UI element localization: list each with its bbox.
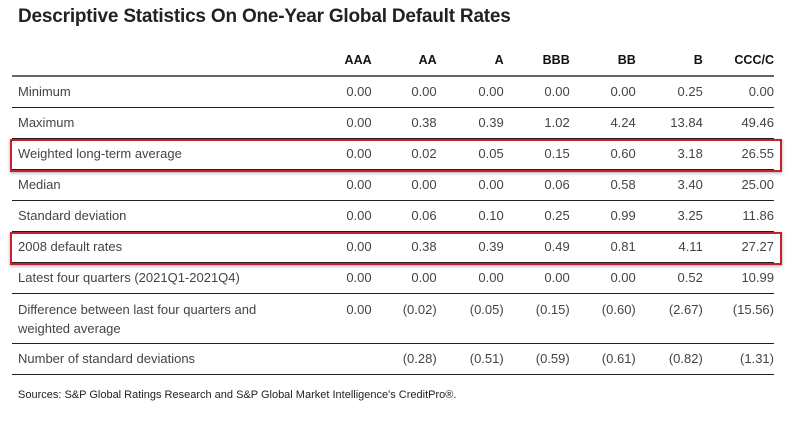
cell-value: 10.99 <box>702 262 774 294</box>
cell-value: (0.82) <box>635 343 703 375</box>
cell-value: 0.00 <box>569 262 636 294</box>
cell-value: 0.38 <box>371 107 437 139</box>
cell-value: 0.00 <box>306 262 372 294</box>
cell-value: 0.99 <box>569 200 636 232</box>
cell-value: 0.00 <box>306 138 372 170</box>
cell-value: 1.02 <box>503 107 570 139</box>
table-row: Median 0.00 0.00 0.00 0.06 0.58 3.40 25.00 <box>12 169 774 201</box>
cell-value: (1.31) <box>702 343 774 375</box>
cell-value: 0.00 <box>702 76 774 108</box>
cell-value: 0.38 <box>371 231 437 263</box>
cell-value: 0.00 <box>436 169 504 201</box>
cell-value: 0.00 <box>503 76 570 108</box>
row-label: Latest four quarters (2021Q1-2021Q4) <box>12 262 307 294</box>
cell-value: 0.25 <box>635 76 703 108</box>
cell-value: 3.18 <box>635 138 703 170</box>
cell-value: 0.02 <box>371 138 437 170</box>
source-note: Sources: S&P Global Ratings Research and… <box>18 389 457 401</box>
cell-value: 27.27 <box>702 231 774 263</box>
header-label-cell <box>12 45 307 77</box>
table-row: Latest four quarters (2021Q1-2021Q4) 0.00… <box>12 262 774 294</box>
column-header: A <box>436 45 504 77</box>
cell-value: 26.55 <box>702 138 774 170</box>
column-header: B <box>635 45 703 77</box>
cell-value: 49.46 <box>702 107 774 139</box>
cell-value: 0.00 <box>306 107 372 139</box>
cell-value: (0.61) <box>569 343 636 375</box>
table-row: Maximum 0.00 0.38 0.39 1.02 4.24 13.84 49.46 <box>12 107 774 139</box>
cell-value: (0.59) <box>503 343 570 375</box>
row-label: Standard deviation <box>12 200 307 232</box>
cell-value: 0.81 <box>569 231 636 263</box>
row-label: Number of standard deviations <box>12 343 307 375</box>
row-label: Weighted long-term average <box>12 138 307 170</box>
cell-value: 0.60 <box>569 138 636 170</box>
column-header: CCC/C <box>702 45 774 77</box>
cell-value: 0.39 <box>436 231 504 263</box>
cell-value: 13.84 <box>635 107 703 139</box>
cell-value: 0.00 <box>371 262 437 294</box>
row-label: Minimum <box>12 76 307 108</box>
cell-value: 0.00 <box>306 169 372 201</box>
cell-value: (0.15) <box>503 293 570 344</box>
cell-value: 0.00 <box>306 231 372 263</box>
cell-value: 0.39 <box>436 107 504 139</box>
column-header: AA <box>371 45 437 77</box>
table-row-highlighted: 2008 default rates 0.00 0.38 0.39 0.49 0.81 4.… <box>12 231 774 263</box>
cell-value: 11.86 <box>702 200 774 232</box>
column-header: AAA <box>306 45 372 77</box>
cell-value: (0.51) <box>436 343 504 375</box>
statistics-table: AAA AA A BBB BB B CCC/C Minimum 0.00 0.00 0.00 0.0… <box>12 45 774 375</box>
cell-value: 0.00 <box>436 262 504 294</box>
column-header: BBB <box>503 45 570 77</box>
cell-value: 4.24 <box>569 107 636 139</box>
cell-value: (0.60) <box>569 293 636 344</box>
cell-value: 0.15 <box>503 138 570 170</box>
column-header: BB <box>569 45 636 77</box>
cell-value: 0.00 <box>306 76 372 108</box>
table-row: Difference between last four quarters an… <box>12 293 774 344</box>
cell-value: 0.00 <box>371 169 437 201</box>
cell-value: 25.00 <box>702 169 774 201</box>
cell-value: (2.67) <box>635 293 703 344</box>
cell-value: 0.00 <box>436 76 504 108</box>
page-title: Descriptive Statistics On One-Year Globa… <box>18 6 511 27</box>
cell-value: 0.00 <box>569 76 636 108</box>
cell-value: 0.10 <box>436 200 504 232</box>
cell-value: 0.25 <box>503 200 570 232</box>
cell-value: 0.00 <box>371 76 437 108</box>
cell-value: 0.06 <box>371 200 437 232</box>
row-label: Difference between last four quarters an… <box>12 293 307 344</box>
cell-value: (0.02) <box>371 293 437 344</box>
cell-value: 0.58 <box>569 169 636 201</box>
cell-value: (0.28) <box>371 343 437 375</box>
cell-value: 0.00 <box>503 262 570 294</box>
table-row: Minimum 0.00 0.00 0.00 0.00 0.00 0.25 0.00 <box>12 76 774 108</box>
table-row: Standard deviation 0.00 0.06 0.10 0.25 0.99 3.… <box>12 200 774 232</box>
cell-value: (15.56) <box>702 293 774 344</box>
cell-value: 3.40 <box>635 169 703 201</box>
cell-value: 3.25 <box>635 200 703 232</box>
cell-value: 0.05 <box>436 138 504 170</box>
header-row: AAA AA A BBB BB B CCC/C <box>12 45 774 77</box>
cell-value: 0.00 <box>306 200 372 232</box>
cell-value: 0.52 <box>635 262 703 294</box>
cell-value: 0.49 <box>503 231 570 263</box>
cell-value: 4.11 <box>635 231 703 263</box>
row-label: Median <box>12 169 307 201</box>
cell-value <box>306 343 372 375</box>
table-row: Number of standard deviations (0.28) (0.51… <box>12 343 774 375</box>
row-label: Maximum <box>12 107 307 139</box>
row-label: 2008 default rates <box>12 231 307 263</box>
cell-value: 0.00 <box>306 293 372 344</box>
table-row-highlighted: Weighted long-term average 0.00 0.02 0.05 0.… <box>12 138 774 170</box>
cell-value: 0.06 <box>503 169 570 201</box>
cell-value: (0.05) <box>436 293 504 344</box>
